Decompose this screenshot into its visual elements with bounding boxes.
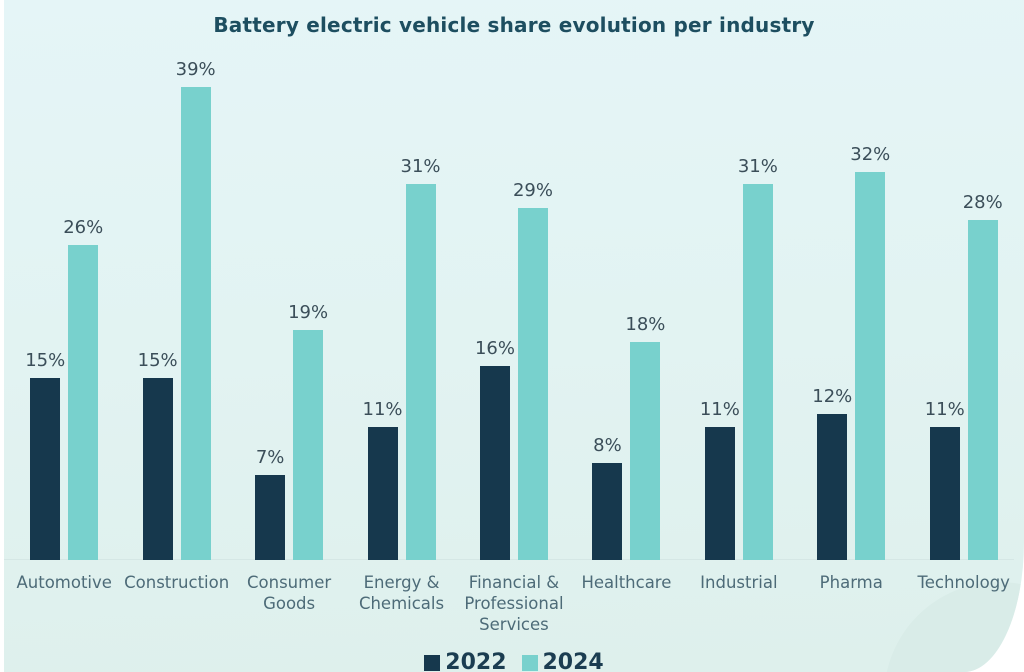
bar-2024-energy-chemicals: 31% xyxy=(401,156,441,560)
bar-group-technology: 11% 28% xyxy=(908,0,1020,560)
value-label-2024-automotive: 26% xyxy=(63,217,104,238)
bar-group-automotive: 15% 26% xyxy=(8,0,120,560)
legend-item-2022: 2022 xyxy=(424,650,507,672)
bar-2022-technology: 11% xyxy=(925,399,965,560)
value-label-2022-consumer-goods: 7% xyxy=(255,447,285,468)
bar-2022-construction: 15% xyxy=(138,350,178,560)
category-label-consumer-goods: Consumer Goods xyxy=(247,573,332,613)
value-label-2022-pharma: 12% xyxy=(812,386,853,407)
legend-swatch-icon-2024 xyxy=(521,654,538,671)
value-label-2024-financial-professional-services: 29% xyxy=(512,180,553,201)
value-label-2022-energy-chemicals: 11% xyxy=(362,399,403,420)
bar-2024-automotive: 26% xyxy=(63,217,103,560)
value-label-2022-construction: 15% xyxy=(137,350,178,371)
bar-2024-consumer-goods: 19% xyxy=(288,302,328,560)
value-label-2024-industrial: 31% xyxy=(737,156,778,177)
plot-area: 15% 26% 15% 39% 7% 19% 11% 31% 16% 29% 8% 18% 11% 31%… xyxy=(8,0,1020,560)
bar-group-pharma: 12% 32% xyxy=(795,0,907,560)
bar-2024-healthcare: 18% xyxy=(625,314,665,560)
legend-swatch-icon-2022 xyxy=(424,654,441,671)
value-label-2022-healthcare: 8% xyxy=(593,435,622,456)
bar-2022-financial-professional-services: 16% xyxy=(475,338,515,560)
bar-2022-energy-chemicals: 11% xyxy=(363,399,403,560)
bar-2022-industrial: 11% xyxy=(700,399,740,560)
chart-legend: 2022 2024 xyxy=(4,650,1024,672)
category-label-technology: Technology xyxy=(917,573,1010,592)
chart-title: Battery electric vehicle share evolution… xyxy=(213,13,815,37)
bar-2024-construction: 39% xyxy=(176,59,216,560)
legend-item-2024: 2024 xyxy=(521,650,604,672)
value-label-2022-financial-professional-services: 16% xyxy=(474,338,515,359)
value-label-2024-technology: 28% xyxy=(962,192,1003,213)
value-label-2022-automotive: 15% xyxy=(25,350,66,371)
value-label-2022-technology: 11% xyxy=(924,399,965,420)
category-label-financial-professional-services: Financial & Professional Services xyxy=(464,573,564,634)
bar-group-healthcare: 8% 18% xyxy=(570,0,682,560)
category-label-automotive: Automotive xyxy=(16,573,112,592)
value-label-2024-consumer-goods: 19% xyxy=(288,302,329,323)
value-label-2024-healthcare: 18% xyxy=(625,314,666,335)
bar-2022-pharma: 12% xyxy=(812,386,852,560)
bar-2024-pharma: 32% xyxy=(850,144,890,560)
bar-group-financial-professional-services: 16% 29% xyxy=(458,0,570,560)
category-label-construction: Construction xyxy=(124,573,230,592)
bar-group-industrial: 11% 31% xyxy=(683,0,795,560)
legend-label-2024: 2024 xyxy=(542,650,604,672)
category-label-pharma: Pharma xyxy=(819,573,883,592)
category-label-industrial: Industrial xyxy=(700,573,778,592)
bar-2024-financial-professional-services: 29% xyxy=(513,180,553,560)
category-label-healthcare: Healthcare xyxy=(581,573,672,592)
bar-2024-technology: 28% xyxy=(963,192,1003,560)
category-label-energy-chemicals: Energy & Chemicals xyxy=(358,573,445,613)
bar-2022-consumer-goods: 7% xyxy=(255,447,286,560)
bar-2024-industrial: 31% xyxy=(738,156,778,560)
bar-group-energy-chemicals: 11% 31% xyxy=(345,0,457,560)
bar-2022-healthcare: 8% xyxy=(592,435,623,560)
bar-group-consumer-goods: 7% 19% xyxy=(233,0,345,560)
category-labels: Automotive Construction Consumer Goods Energ… xyxy=(8,572,1020,635)
value-label-2024-construction: 39% xyxy=(175,59,216,80)
bar-2022-automotive: 15% xyxy=(25,350,65,560)
legend-label-2022: 2022 xyxy=(445,650,507,672)
bar-group-construction: 15% 39% xyxy=(120,0,232,560)
value-label-2024-pharma: 32% xyxy=(850,144,891,165)
value-label-2024-energy-chemicals: 31% xyxy=(400,156,441,177)
value-label-2022-industrial: 11% xyxy=(699,399,740,420)
chart-card: Battery electric vehicle share evolution… xyxy=(4,0,1024,672)
